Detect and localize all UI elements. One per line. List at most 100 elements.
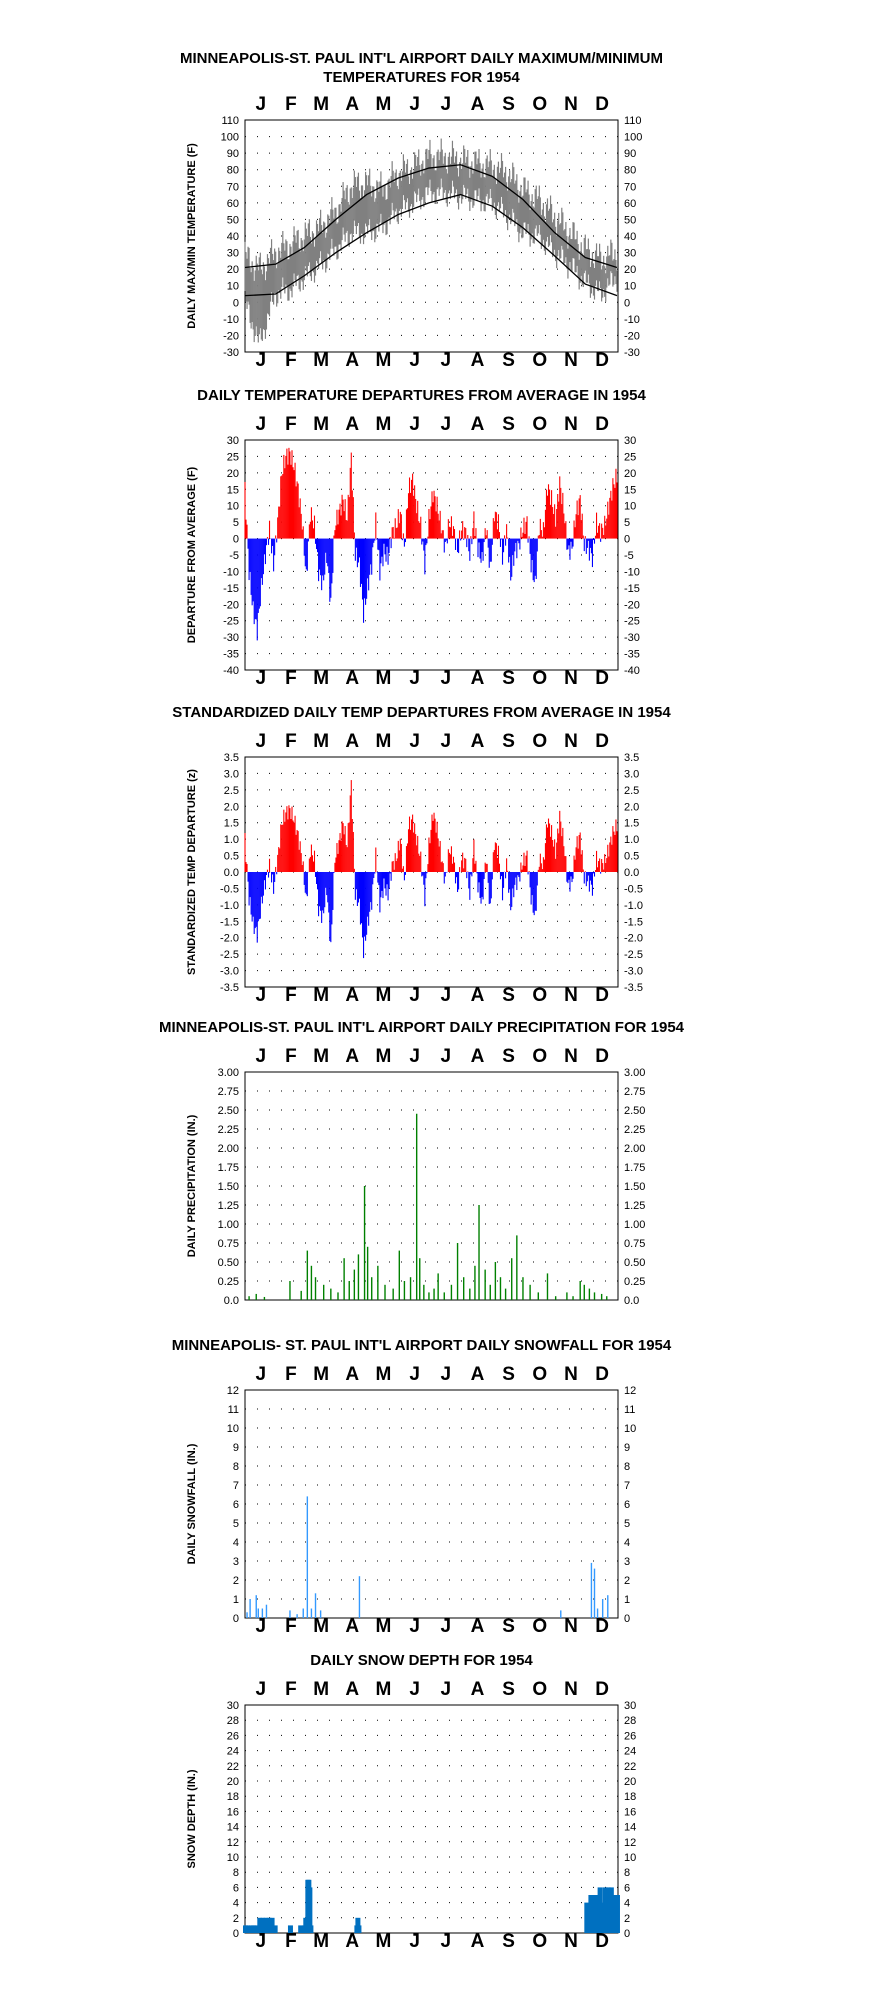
month-label-bottom: O: [532, 985, 547, 1006]
y-tick-left: -20: [223, 599, 239, 611]
y-tick-right: 3: [624, 1556, 630, 1568]
y-tick-right: 18: [624, 1791, 636, 1803]
y-tick-right: -3.5: [624, 982, 643, 994]
month-label-top: F: [285, 414, 297, 435]
y-tick-left: 20: [227, 1776, 239, 1788]
y-tick-right: 2.50: [624, 1105, 645, 1117]
y-tick-left: 8: [233, 1461, 239, 1473]
month-label-top: A: [345, 1679, 359, 1700]
month-label-top: S: [502, 1046, 515, 1067]
month-label-top: J: [441, 1046, 452, 1067]
plot-frame: [244, 1389, 619, 1619]
month-label-bottom: F: [285, 1931, 297, 1952]
snow-depth-bar: [263, 1917, 269, 1933]
month-label-top: M: [376, 94, 392, 115]
y-tick-right: -25: [624, 616, 640, 628]
month-label-top: O: [532, 1046, 547, 1067]
snow-depth-bar: [608, 1887, 614, 1933]
y-tick-left: 2.00: [218, 1143, 239, 1155]
y-tick-left: -15: [223, 583, 239, 595]
y-tick-left: 0.5: [224, 851, 239, 863]
y-tick-right: 1.50: [624, 1181, 645, 1193]
y-tick-left: 10: [227, 1852, 239, 1864]
y-tick-right: -35: [624, 649, 640, 661]
y-tick-left: 60: [227, 198, 239, 210]
snow-depth-bar: [307, 1887, 313, 1933]
y-tick-right: -1.0: [624, 900, 643, 912]
y-tick-right: -30: [624, 632, 640, 644]
month-label-bottom: N: [564, 985, 578, 1006]
month-label-bottom: F: [285, 1616, 297, 1637]
month-label-bottom: A: [471, 1931, 485, 1952]
month-label-top: A: [345, 1364, 359, 1385]
y-tick-right: 0.25: [624, 1276, 645, 1288]
y-tick-left: 20: [227, 468, 239, 480]
month-label-top: A: [471, 1679, 485, 1700]
month-label-top: D: [595, 1046, 609, 1067]
y-tick-right: 50: [624, 214, 636, 226]
month-label-top: O: [532, 94, 547, 115]
y-tick-left: 30: [227, 435, 239, 447]
y-tick-left: -3.5: [220, 982, 239, 994]
y-tick-right: 30: [624, 248, 636, 260]
month-label-bottom: D: [595, 350, 609, 371]
y-tick-right: 12: [624, 1385, 636, 1397]
snow-depth-bar: [266, 1917, 272, 1933]
y-tick-left: 5: [233, 517, 239, 529]
y-tick-left: -10: [223, 566, 239, 578]
month-label-bottom: S: [502, 668, 515, 689]
y-tick-right: 6: [624, 1882, 630, 1894]
normal-max-line: [244, 164, 618, 269]
plot-frame: [244, 439, 619, 671]
month-label-top: M: [376, 1364, 392, 1385]
month-label-top: A: [345, 1046, 359, 1067]
month-label-bottom: M: [313, 350, 329, 371]
y-tick-left: 4: [233, 1537, 239, 1549]
y-tick-left: 2.75: [218, 1086, 239, 1098]
y-tick-left: 0.25: [218, 1276, 239, 1288]
month-label-top: M: [313, 1364, 329, 1385]
month-label-bottom: O: [532, 1616, 547, 1637]
snow-depth-bar: [287, 1925, 293, 1933]
snow-depth-bar: [599, 1902, 605, 1933]
y-tick-right: 14: [624, 1822, 636, 1834]
y-tick-left: 50: [227, 214, 239, 226]
y-tick-right: -5: [624, 550, 634, 562]
chart-snowfall: MINNEAPOLIS- ST. PAUL INT'L AIRPORT DAIL…: [172, 1337, 672, 1637]
y-tick-right: 1.5: [624, 818, 639, 830]
y-tick-right: 3.5: [624, 752, 639, 764]
month-label-top: J: [409, 94, 420, 115]
y-tick-left: 70: [227, 181, 239, 193]
month-label-bottom: M: [376, 668, 392, 689]
month-label-bottom: J: [256, 1931, 267, 1952]
y-tick-right: -30: [624, 347, 640, 359]
y-tick-left: 26: [227, 1730, 239, 1742]
y-tick-left: 1.00: [218, 1219, 239, 1231]
y-tick-left: 0: [233, 1928, 239, 1940]
y-tick-left: 100: [221, 132, 239, 144]
y-tick-left: 2.5: [224, 785, 239, 797]
month-label-bottom: J: [441, 1931, 452, 1952]
y-axis-label: SNOW DEPTH (IN.): [186, 1769, 198, 1868]
y-tick-left: -40: [223, 665, 239, 677]
month-label-top: M: [376, 414, 392, 435]
month-label-top: S: [502, 1364, 515, 1385]
y-tick-right: 3.00: [624, 1067, 645, 1079]
month-label-top: S: [502, 731, 515, 752]
month-label-bottom: J: [441, 1616, 452, 1637]
y-tick-left: -30: [223, 632, 239, 644]
y-tick-left: 0: [233, 297, 239, 309]
chart-title: DAILY TEMPERATURE DEPARTURES FROM AVERAG…: [197, 387, 646, 404]
y-tick-left: 7: [233, 1480, 239, 1492]
y-tick-left: 10: [227, 501, 239, 513]
month-label-top: M: [313, 1046, 329, 1067]
month-label-top: M: [313, 731, 329, 752]
y-tick-right: 15: [624, 484, 636, 496]
month-label-bottom: D: [595, 1616, 609, 1637]
y-tick-right: 1: [624, 1594, 630, 1606]
y-tick-left: 14: [227, 1822, 239, 1834]
y-tick-left: -1.5: [220, 916, 239, 928]
y-tick-right: 0.75: [624, 1238, 645, 1250]
month-label-top: J: [441, 414, 452, 435]
y-tick-right: 11: [624, 1404, 635, 1416]
